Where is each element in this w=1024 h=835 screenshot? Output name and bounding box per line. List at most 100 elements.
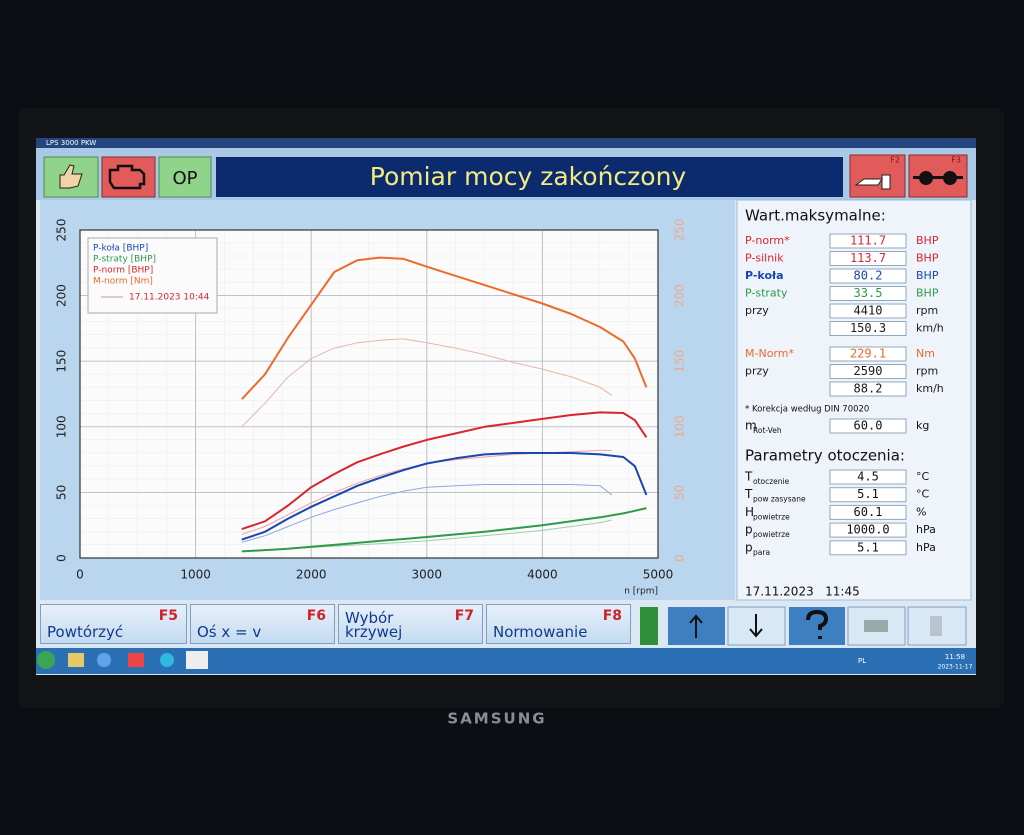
taskbar-date: 2023-11-17	[938, 664, 973, 671]
y-tick-label: 100	[55, 415, 69, 438]
value-box	[829, 233, 907, 249]
x-tick-label: 1000	[180, 568, 211, 582]
x-tick-label: 3000	[412, 568, 443, 582]
value-display: 80.2	[854, 269, 883, 283]
value-box	[829, 364, 907, 379]
f3-key: F3	[951, 156, 961, 165]
row-unit: km/h	[916, 322, 944, 335]
function-key-label: Oś x = v	[197, 623, 262, 641]
value-display: 5.1	[857, 487, 879, 501]
value-display: 111.7	[850, 234, 886, 248]
function-key-label: Powtórzyć	[47, 623, 124, 641]
op-label: OP	[172, 168, 197, 189]
param-unit: %	[916, 505, 926, 518]
series-line	[241, 411, 648, 531]
function-key[interactable]: Powtórzyć F5	[40, 604, 187, 644]
function-key-shortcut: F5	[158, 608, 178, 624]
x-tick-label: 4000	[527, 568, 558, 582]
value-box	[829, 418, 907, 434]
row-label: przy	[745, 304, 769, 317]
param-subscript: powietrze	[753, 512, 790, 521]
y2-tick-label: 100	[673, 415, 687, 438]
param-unit: hPa	[916, 523, 936, 536]
function-key-label: Normowanie	[493, 623, 588, 641]
value-display: 5.1	[857, 540, 879, 554]
f2-button[interactable]	[849, 154, 906, 198]
legend-entry: P-straty [BHP]	[93, 255, 156, 265]
param-symbol: T	[744, 487, 753, 501]
value-box	[829, 268, 907, 284]
taskbar-icon[interactable]	[186, 651, 208, 669]
y-tick-label: 150	[55, 350, 69, 373]
value-display: 88.2	[854, 382, 883, 396]
value-display: 229.1	[850, 347, 886, 361]
start-button[interactable]	[37, 651, 55, 669]
value-box	[829, 487, 907, 503]
row-unit: Nm	[916, 347, 935, 360]
level-indicator	[640, 607, 658, 645]
value-display: 113.7	[850, 251, 886, 265]
row-label: M-Norm*	[745, 347, 794, 360]
function-key-shortcut: F8	[602, 608, 622, 624]
row-label: przy	[745, 365, 769, 378]
value-box	[829, 504, 907, 520]
function-key-shortcut: F6	[306, 608, 326, 624]
taskbar-icon[interactable]	[97, 653, 111, 667]
row-unit: rpm	[916, 304, 938, 317]
y-tick-label: 0	[55, 554, 69, 562]
window-title: LPS 3000 PKW	[46, 139, 96, 147]
param-unit: °C	[916, 488, 930, 501]
down-icon	[749, 614, 763, 638]
param-subscript: powietrze	[753, 530, 790, 539]
param-symbol: p	[745, 540, 753, 554]
series-line	[241, 452, 648, 541]
legend-entry: P-norm [BHP]	[93, 266, 153, 276]
row-unit: BHP	[916, 252, 939, 265]
param-subscript: para	[753, 548, 770, 557]
thumb-icon	[59, 164, 83, 189]
param-subscript: pow zasysane	[753, 495, 806, 504]
value-box	[829, 381, 907, 397]
y2-tick-label: 250	[673, 219, 687, 242]
param-unit: hPa	[916, 541, 936, 554]
monitor-brand: SAMSUNG	[447, 710, 546, 728]
y-tick-label: 250	[55, 219, 69, 242]
row-unit: BHP	[916, 234, 939, 247]
value-box	[829, 469, 907, 485]
row-label: P-silnik	[745, 252, 784, 265]
param-symbol: H	[745, 505, 754, 519]
value-box	[829, 540, 907, 556]
legend-entry: 17.11.2023 10:44	[129, 293, 210, 303]
y2-tick-label: 50	[673, 485, 687, 500]
up-icon	[689, 614, 703, 638]
param-unit: kg	[916, 419, 929, 432]
roller-bar	[913, 176, 963, 179]
correction-note: * Korekcja według DIN 70020	[745, 405, 869, 415]
reference-line	[241, 484, 613, 543]
y2-tick-label: 200	[673, 284, 687, 307]
value-box	[829, 286, 907, 301]
value-display: 4410	[854, 304, 883, 318]
y-tick-label: 200	[55, 284, 69, 307]
value-box	[829, 321, 907, 336]
y2-tick-label: 0	[673, 554, 687, 562]
function-key[interactable]: Normowanie F8	[486, 604, 631, 644]
function-key[interactable]: Wybór krzywej F7	[338, 604, 483, 644]
series-line	[241, 256, 648, 400]
taskbar-icon[interactable]	[128, 653, 144, 667]
series-line	[241, 507, 647, 553]
function-key[interactable]: Oś x = v F6	[190, 604, 335, 644]
function-key-shortcut: F7	[454, 608, 474, 624]
taskbar-icon[interactable]	[68, 653, 84, 667]
row-unit: BHP	[916, 269, 939, 282]
status-date: 17.11.2023 11:45	[745, 585, 860, 599]
op-button[interactable]	[158, 156, 212, 198]
function-key-label: Wybór krzywej	[345, 609, 403, 641]
row-unit: km/h	[916, 382, 944, 395]
engine-icon	[108, 164, 146, 190]
taskbar-icon[interactable]	[160, 653, 174, 667]
panel-title: Wart.maksymalne:	[745, 207, 886, 225]
title-bar	[216, 157, 843, 197]
param-symbol: p	[745, 523, 753, 537]
